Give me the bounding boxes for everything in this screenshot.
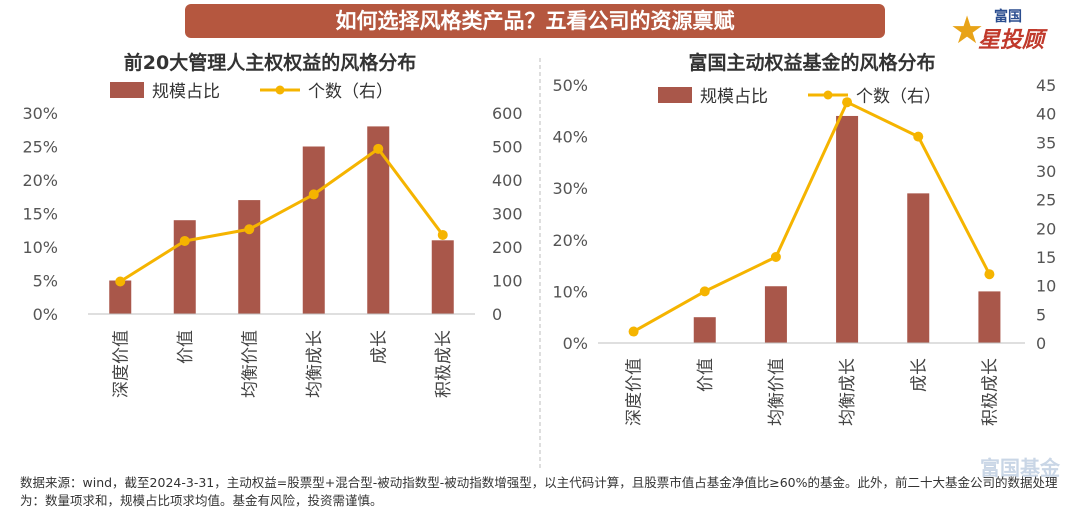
y-left-tick-label: 25% xyxy=(22,138,58,157)
bar xyxy=(238,200,261,314)
y-right-tick-label: 15 xyxy=(1036,248,1056,267)
brand-logo: ★ 富国 星投顾 xyxy=(948,2,1068,54)
bar xyxy=(431,240,454,314)
y-left-tick-label: 40% xyxy=(552,128,588,147)
brand-main-text: 星投顾 xyxy=(978,28,1045,53)
y-right-tick-label: 400 xyxy=(492,171,523,190)
bar xyxy=(109,280,132,314)
legend-bar-swatch xyxy=(658,87,692,103)
y-left-tick-label: 10% xyxy=(22,238,58,257)
x-category-label: 深度价值 xyxy=(625,358,645,426)
y-left-tick-label: 30% xyxy=(22,104,58,123)
legend-line-label: 个数（右） xyxy=(308,82,393,102)
y-left-tick-label: 20% xyxy=(552,231,588,250)
line-point xyxy=(984,269,995,280)
line-point xyxy=(308,189,319,200)
series-line xyxy=(119,147,444,283)
watermark-text: 富国基金 xyxy=(980,456,1060,480)
y-right-tick-label: 10 xyxy=(1036,277,1056,296)
bar xyxy=(367,126,390,315)
bar xyxy=(302,146,325,314)
x-category-label: 深度价值 xyxy=(111,330,131,398)
x-category-label: 均衡成长 xyxy=(305,330,325,398)
legend-line-marker xyxy=(823,90,833,100)
y-left-tick-label: 20% xyxy=(22,171,58,190)
banner-title: 如何选择风格类产品？五看公司的资源禀赋 xyxy=(185,4,885,38)
y-left-tick-label: 5% xyxy=(33,272,58,291)
brand-top-text: 富国 xyxy=(994,9,1022,25)
legend-line-label: 个数（右） xyxy=(856,87,941,107)
y-left-tick-label: 50% xyxy=(552,76,588,95)
legend-bar-swatch xyxy=(110,82,144,98)
y-left-tick-label: 30% xyxy=(552,179,588,198)
line-point xyxy=(244,224,255,235)
x-category-label: 均衡价值 xyxy=(240,330,260,398)
y-right-tick-label: 20 xyxy=(1036,219,1056,238)
line-point xyxy=(699,286,710,297)
line-point xyxy=(115,276,126,287)
y-right-tick-label: 0 xyxy=(1036,334,1046,353)
bar xyxy=(693,317,716,343)
star-icon: ★ xyxy=(950,8,985,52)
y-left-tick-label: 0% xyxy=(33,305,58,324)
y-right-tick-label: 30 xyxy=(1036,162,1056,181)
series-line xyxy=(632,100,991,333)
x-category-label: 成长 xyxy=(369,330,389,364)
legend-bar-label: 规模占比 xyxy=(152,82,220,102)
y-left-tick-label: 0% xyxy=(563,334,588,353)
y-right-tick-label: 40 xyxy=(1036,105,1056,124)
bar xyxy=(978,291,1001,343)
footnote: 数据来源：wind，截至2024-3-31，主动权益=股票型+混合型-被动指数型… xyxy=(20,475,1058,508)
y-right-tick-label: 200 xyxy=(492,238,523,257)
x-category-label: 积极成长 xyxy=(980,358,1000,426)
y-right-tick-label: 25 xyxy=(1036,191,1056,210)
y-right-tick-label: 5 xyxy=(1036,305,1046,324)
line-point xyxy=(179,235,190,246)
y-right-tick-label: 600 xyxy=(492,104,523,123)
y-right-tick-label: 300 xyxy=(492,205,523,224)
bar xyxy=(907,193,930,343)
bar xyxy=(764,286,787,343)
y-right-tick-label: 35 xyxy=(1036,133,1056,152)
y-right-tick-label: 500 xyxy=(492,138,523,157)
line-point xyxy=(913,131,924,142)
x-category-label: 价值 xyxy=(176,330,196,364)
x-category-label: 积极成长 xyxy=(434,330,454,398)
x-category-label: 均衡成长 xyxy=(838,358,858,426)
line-point xyxy=(628,326,639,337)
line-point xyxy=(842,97,853,108)
y-left-tick-label: 15% xyxy=(22,205,58,224)
y-right-tick-label: 0 xyxy=(492,305,502,324)
bar xyxy=(836,115,859,344)
legend-bar-label: 规模占比 xyxy=(700,87,768,107)
chart-title: 前20大管理人主权权益的风格分布 xyxy=(124,51,416,74)
line-point xyxy=(373,143,384,154)
y-left-tick-label: 10% xyxy=(552,282,588,301)
x-category-label: 成长 xyxy=(909,358,929,392)
x-category-label: 价值 xyxy=(696,358,716,392)
bar xyxy=(173,220,196,314)
legend-line-marker xyxy=(275,85,285,95)
y-right-tick-label: 45 xyxy=(1036,76,1056,95)
line-point xyxy=(437,229,448,240)
y-right-tick-label: 100 xyxy=(492,272,523,291)
line-point xyxy=(770,252,781,262)
chart-title: 富国主动权益基金的风格分布 xyxy=(688,51,935,74)
x-category-label: 均衡价值 xyxy=(767,358,787,426)
